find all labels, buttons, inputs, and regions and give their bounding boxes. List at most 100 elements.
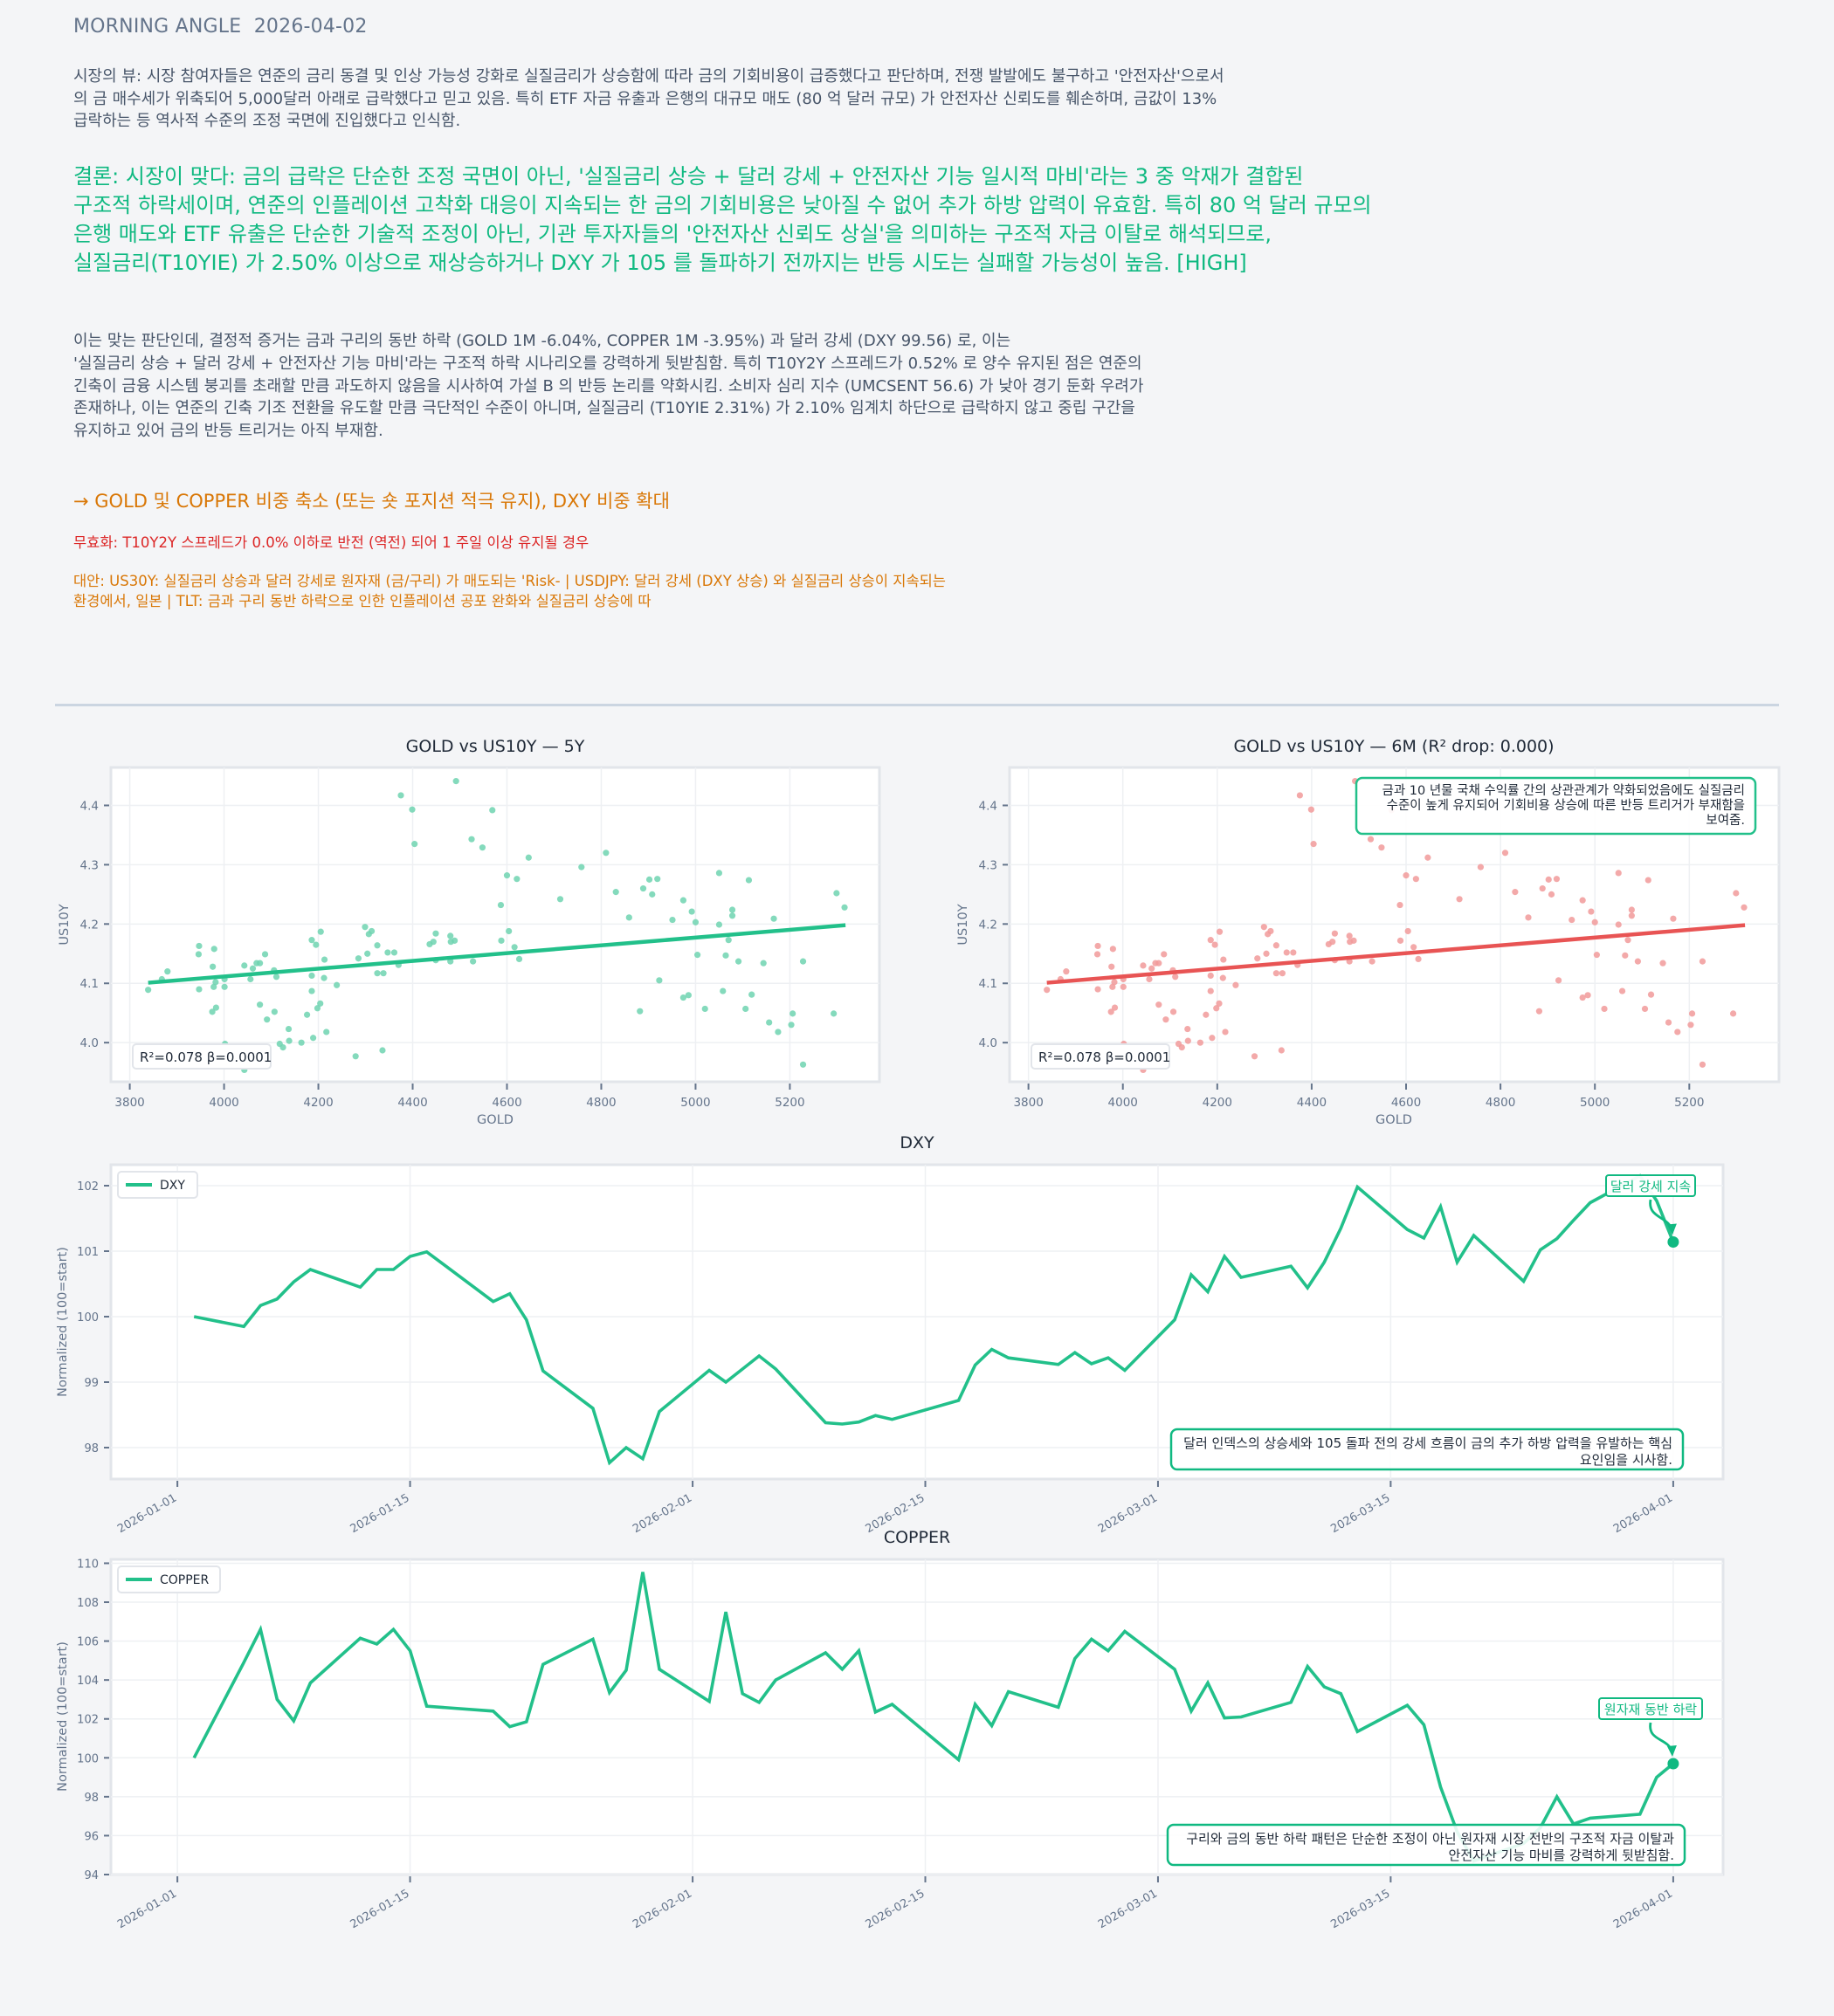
scatter-point bbox=[210, 946, 217, 953]
scatter-point bbox=[352, 1053, 359, 1060]
scatter-point bbox=[145, 987, 152, 994]
y-axis-label: US10Y bbox=[58, 904, 72, 945]
scatter-point bbox=[722, 952, 729, 959]
scatter-point bbox=[1647, 991, 1655, 998]
scatter-point bbox=[1094, 942, 1101, 950]
x-tick-label: 4400 bbox=[1297, 1096, 1327, 1110]
scatter-point bbox=[241, 962, 248, 969]
scatter-point bbox=[1548, 891, 1555, 898]
scatter-point bbox=[734, 958, 742, 965]
scatter-point bbox=[645, 876, 653, 883]
scatter-point bbox=[489, 807, 496, 814]
annotation-frame bbox=[1166, 1823, 1686, 1867]
scatter-point bbox=[1415, 955, 1422, 962]
x-tick-label: 2026-03-01 bbox=[1096, 1491, 1160, 1536]
scatter-point bbox=[692, 919, 700, 925]
scatter-point bbox=[1267, 927, 1274, 935]
chart-title: GOLD vs US10Y — 5Y bbox=[406, 737, 585, 756]
scatter-point bbox=[451, 937, 458, 944]
scatter-point bbox=[470, 958, 477, 965]
scatter-point bbox=[303, 1011, 311, 1018]
scatter-point bbox=[1674, 1029, 1681, 1036]
scatter-point bbox=[799, 1061, 807, 1068]
scatter-point bbox=[1501, 850, 1509, 857]
scatter-point bbox=[1209, 1035, 1216, 1042]
scatter-point bbox=[364, 950, 371, 957]
scatter-point bbox=[745, 877, 753, 884]
scatter-point bbox=[1729, 1010, 1737, 1017]
action-text: → GOLD 및 COPPER 비중 축소 (또는 숏 포지션 적극 유지), … bbox=[73, 491, 670, 512]
scatter-point bbox=[1569, 916, 1575, 924]
y-tick-label: 98 bbox=[84, 1442, 99, 1455]
annotation-line: 달러 인덱스의 상승세와 105 돌파 전의 강세 흐름이 금의 추가 하방 압… bbox=[1183, 1435, 1672, 1451]
scatter-point bbox=[1593, 952, 1600, 959]
annotation-line: 수준이 높게 유지되어 기회비용 상승에 따른 반등 트리거가 부재함을 bbox=[1387, 798, 1745, 813]
scatter-point bbox=[1207, 987, 1214, 994]
annotation-line: 요인임을 시사함. bbox=[1580, 1452, 1672, 1468]
scatter-point bbox=[1346, 932, 1353, 939]
chart-title: COPPER bbox=[884, 1528, 950, 1547]
x-tick-label: 4200 bbox=[1203, 1096, 1232, 1110]
scatter-point bbox=[1111, 1004, 1119, 1011]
series-line bbox=[192, 1572, 1675, 1863]
scatter-point bbox=[447, 932, 454, 939]
scatter-point bbox=[1203, 1011, 1210, 1018]
annotation-frame bbox=[1169, 1428, 1685, 1471]
scatter-point bbox=[1283, 949, 1290, 956]
scatter-point bbox=[760, 960, 767, 967]
marker-callout: 원자재 동반 하락 bbox=[1598, 1697, 1703, 1757]
scatter-point bbox=[374, 970, 381, 977]
scatter-point bbox=[271, 1008, 278, 1015]
scatter-point bbox=[1146, 975, 1153, 983]
annotation-line: 구리와 금의 동반 하락 패턴은 단순한 조정이 아닌 원자재 시장 전반의 구… bbox=[1186, 1831, 1674, 1847]
scatter-point bbox=[1254, 955, 1261, 962]
section-divider bbox=[55, 704, 1779, 706]
scatter-point bbox=[1044, 987, 1051, 994]
scatter-point bbox=[1644, 877, 1651, 884]
scatter-point bbox=[1615, 870, 1622, 877]
scatter-point bbox=[384, 949, 391, 956]
scatter-point bbox=[468, 836, 475, 843]
scatter-point bbox=[286, 1037, 293, 1044]
scatter-point bbox=[1329, 939, 1336, 946]
scatter-point bbox=[766, 1019, 773, 1026]
scatter-point bbox=[1539, 884, 1546, 892]
x-tick-label: 4800 bbox=[586, 1096, 616, 1110]
scatter-point bbox=[1477, 864, 1485, 870]
scatter-point bbox=[1196, 1039, 1203, 1046]
scatter-point bbox=[1251, 1053, 1258, 1060]
scatter-point bbox=[701, 1005, 708, 1013]
scatter-point bbox=[1525, 914, 1532, 921]
y-tick-label: 106 bbox=[77, 1636, 99, 1649]
scatter-point bbox=[833, 890, 840, 897]
scatter-point bbox=[1628, 906, 1635, 913]
y-tick-label: 96 bbox=[84, 1830, 99, 1843]
scatter-point bbox=[1331, 930, 1338, 937]
callout-label: 원자재 동반 하락 bbox=[1604, 1702, 1697, 1717]
dxy-line-chart: DXY Normalized (100=start) 2026-01-01 202… bbox=[56, 1133, 1725, 1536]
scatter-point bbox=[1260, 924, 1267, 931]
stats-label: R²=0.078 β=0.0001 bbox=[140, 1049, 272, 1065]
scatter-point bbox=[1109, 946, 1116, 953]
scatter-point bbox=[196, 942, 203, 950]
scatter-point bbox=[748, 991, 755, 998]
scatter-point bbox=[511, 944, 518, 951]
scatter-point bbox=[1396, 901, 1403, 909]
scatter-point bbox=[261, 951, 269, 958]
y-tick-label: 101 bbox=[77, 1246, 99, 1259]
scatter-point bbox=[1659, 960, 1666, 967]
scatter-point bbox=[612, 889, 619, 896]
annotation-box: 금과 10 년물 국채 수익률 간의 상관관계가 약화되었음에도 실질금리수준이… bbox=[1355, 776, 1757, 836]
scatter-point bbox=[506, 927, 513, 935]
y-tick-label: 98 bbox=[84, 1792, 99, 1805]
scatter-point bbox=[1733, 890, 1740, 897]
y-tick-label: 100 bbox=[77, 1752, 99, 1765]
plot-layer: 3800 4000 4200 4400 4600 4800 5000 5200 4.0 4.1 4.… bbox=[979, 767, 1779, 1110]
scatter-point bbox=[715, 870, 723, 877]
scatter-point bbox=[355, 955, 362, 962]
x-axis-label: GOLD bbox=[477, 1113, 514, 1127]
scatter-point bbox=[1665, 1019, 1672, 1026]
stats-box: R²=0.078 β=0.0001 bbox=[132, 1043, 272, 1070]
x-tick-label: 5200 bbox=[1674, 1096, 1704, 1110]
